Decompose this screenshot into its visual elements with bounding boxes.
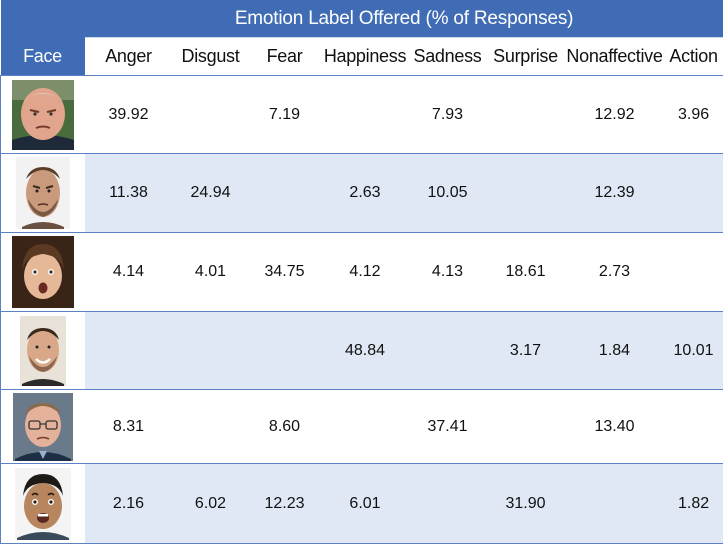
face-cell [1, 76, 85, 154]
cell-fear: 34.75 [249, 233, 321, 312]
face-photo-bearded-man [1, 157, 85, 229]
cell-anger: 2.16 [85, 464, 173, 544]
cell-surprise: 3.17 [486, 312, 566, 390]
cell-nonaffective: 2.73 [566, 233, 664, 312]
cell-nonaffective: 12.39 [566, 154, 664, 233]
column-header-fear: Fear [249, 38, 321, 76]
cell-action: 1.82 [664, 464, 723, 544]
face-photo-surprised-child [1, 236, 85, 308]
column-header-action: Action [664, 38, 723, 76]
table-title: Emotion Label Offered (% of Responses) [85, 0, 723, 38]
face-cell [1, 464, 85, 544]
column-header-sadness: Sadness [410, 38, 486, 76]
cell-sadness [410, 464, 486, 544]
cell-nonaffective: 13.40 [566, 390, 664, 464]
cell-fear: 8.60 [249, 390, 321, 464]
cell-anger: 39.92 [85, 76, 173, 154]
face-photo-man-with-glasses [1, 393, 85, 461]
cell-sadness: 37.41 [410, 390, 486, 464]
cell-disgust: 24.94 [173, 154, 249, 233]
face-photo-smiling-man [1, 316, 85, 386]
cell-surprise: 18.61 [486, 233, 566, 312]
face-cell [1, 390, 85, 464]
cell-happiness: 2.63 [321, 154, 410, 233]
cell-happiness: 48.84 [321, 312, 410, 390]
cell-nonaffective: 12.92 [566, 76, 664, 154]
face-cell [1, 312, 85, 390]
super-header-spacer [1, 0, 85, 38]
cell-anger: 8.31 [85, 390, 173, 464]
column-header-disgust: Disgust [173, 38, 249, 76]
face-photo-surprised-young-man [1, 468, 85, 540]
cell-surprise [486, 390, 566, 464]
cell-fear [249, 154, 321, 233]
cell-action [664, 390, 723, 464]
cell-surprise [486, 76, 566, 154]
cell-nonaffective: 1.84 [566, 312, 664, 390]
cell-disgust [173, 312, 249, 390]
face-column-header: Face [1, 38, 85, 76]
cell-sadness: 4.13 [410, 233, 486, 312]
cell-surprise [486, 154, 566, 233]
table-row: 8.31 8.60 37.41 13.40 [1, 390, 723, 464]
column-header-nonaffective: Nonaffective [566, 38, 664, 76]
table-row: 4.14 4.01 34.75 4.12 4.13 18.61 2.73 [1, 233, 723, 312]
table-row: 11.38 24.94 2.63 10.05 12.39 [1, 154, 723, 233]
cell-sadness: 7.93 [410, 76, 486, 154]
cell-happiness [321, 76, 410, 154]
column-header-surprise: Surprise [486, 38, 566, 76]
cell-happiness: 6.01 [321, 464, 410, 544]
face-cell [1, 233, 85, 312]
table-super-header: Emotion Label Offered (% of Responses) [1, 0, 723, 38]
cell-fear: 12.23 [249, 464, 321, 544]
table-row: 2.16 6.02 12.23 6.01 31.90 1.82 [1, 464, 723, 544]
cell-happiness: 4.12 [321, 233, 410, 312]
face-photo-angry-man [1, 80, 85, 150]
column-header-row: Face Anger Disgust Fear Happiness Sadnes… [1, 38, 723, 76]
cell-anger [85, 312, 173, 390]
cell-sadness: 10.05 [410, 154, 486, 233]
cell-sadness [410, 312, 486, 390]
cell-anger: 11.38 [85, 154, 173, 233]
table-row: 39.92 7.19 7.93 12.92 3.96 [1, 76, 723, 154]
face-cell [1, 154, 85, 233]
cell-disgust [173, 390, 249, 464]
cell-surprise: 31.90 [486, 464, 566, 544]
cell-disgust: 4.01 [173, 233, 249, 312]
table-row: 48.84 3.17 1.84 10.01 [1, 312, 723, 390]
cell-fear [249, 312, 321, 390]
column-header-happiness: Happiness [321, 38, 410, 76]
cell-anger: 4.14 [85, 233, 173, 312]
cell-fear: 7.19 [249, 76, 321, 154]
cell-action [664, 233, 723, 312]
cell-nonaffective [566, 464, 664, 544]
cell-action: 10.01 [664, 312, 723, 390]
cell-disgust: 6.02 [173, 464, 249, 544]
cell-action [664, 154, 723, 233]
column-header-anger: Anger [85, 38, 173, 76]
cell-action: 3.96 [664, 76, 723, 154]
cell-disgust [173, 76, 249, 154]
cell-happiness [321, 390, 410, 464]
